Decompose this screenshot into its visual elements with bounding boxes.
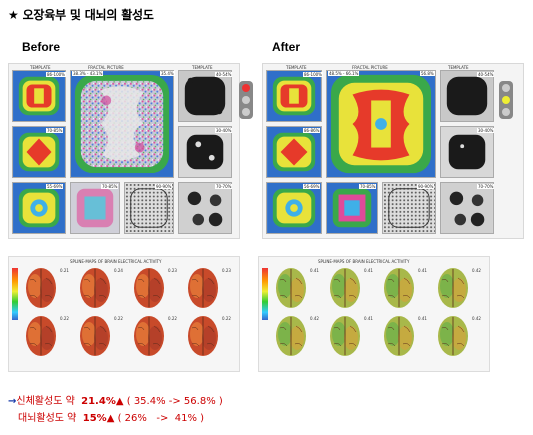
before-tile-2-pct: 70-85% bbox=[46, 128, 64, 133]
before-brain-5 bbox=[26, 316, 56, 356]
after-fractal-label: FRACTAL PICTURE bbox=[352, 65, 388, 70]
before-brain-2 bbox=[80, 268, 110, 308]
before-brain-1 bbox=[26, 268, 56, 308]
after-brain-value-8: 0.42 bbox=[472, 316, 481, 321]
before-tile-2 bbox=[12, 126, 66, 178]
after-brain-value-2: 0.41 bbox=[364, 268, 373, 273]
before-brain-8 bbox=[188, 316, 218, 356]
after-brain-6 bbox=[330, 316, 360, 356]
after-brain-5 bbox=[276, 316, 306, 356]
page-title: ★ 오장육부 및 대뇌의 활성도 bbox=[8, 8, 154, 22]
after-brain-4 bbox=[438, 268, 468, 308]
before-tile-7 bbox=[124, 182, 174, 234]
after-brain-value-3: 0.41 bbox=[418, 268, 427, 273]
before-tile-1-pct: 86-100% bbox=[46, 72, 66, 77]
triangle-up-icon: ▲ bbox=[106, 413, 115, 424]
before-tile-3 bbox=[12, 182, 66, 234]
before-tile-4 bbox=[178, 70, 232, 122]
before-tile-3-pct: 55-69% bbox=[46, 184, 64, 189]
before-brain-title: SPLINE-MAPS OF BRAIN ELECTRICAL ACTIVITY bbox=[70, 259, 162, 264]
before-color-scale bbox=[12, 268, 18, 320]
before-tile-6-pct: 70-85% bbox=[101, 184, 119, 189]
after-tile-2-pct: 86-86% bbox=[303, 128, 321, 133]
before-brain-3 bbox=[134, 268, 164, 308]
after-brain-2 bbox=[330, 268, 360, 308]
before-tile-8 bbox=[178, 182, 232, 234]
after-brain-1 bbox=[276, 268, 306, 308]
before-brain-value-7: 0.22 bbox=[168, 316, 177, 321]
after-tile-3 bbox=[266, 182, 322, 234]
summary-line-brain: 대뇌활성도 약 15%▲ ( 26% -> 41% ) bbox=[18, 413, 205, 424]
after-tile-7-pct: 90-90% bbox=[417, 184, 435, 189]
after-tile-6 bbox=[326, 182, 378, 234]
after-fractal-picture bbox=[326, 70, 436, 178]
after-brain-value-5: 0.42 bbox=[310, 316, 319, 321]
after-brain-value-7: 0.41 bbox=[418, 316, 427, 321]
before-tile-6 bbox=[70, 182, 120, 234]
after-main-pct: 56.8% bbox=[420, 71, 435, 76]
before-brain-value-4: 0.23 bbox=[222, 268, 231, 273]
after-tile-1 bbox=[266, 70, 322, 122]
before-brain-7 bbox=[134, 316, 164, 356]
after-tile-3-pct: 56-69% bbox=[303, 184, 321, 189]
after-brain-value-6: 0.41 bbox=[364, 316, 373, 321]
before-tile-7-pct: 90-90% bbox=[155, 184, 173, 189]
arrow-right-icon: → bbox=[8, 396, 17, 407]
before-brain-value-1: 0.21 bbox=[60, 268, 69, 273]
after-brain-value-1: 0.41 bbox=[310, 268, 319, 273]
before-tile-1 bbox=[12, 70, 66, 122]
after-brain-value-4: 0.42 bbox=[472, 268, 481, 273]
after-label: After bbox=[272, 40, 301, 54]
before-brain-value-6: 0.22 bbox=[114, 316, 123, 321]
before-main-pct: 35.4% bbox=[160, 71, 175, 76]
triangle-up-icon: ▲ bbox=[115, 396, 124, 407]
summary-line-body: →신체활성도 약 21.4%▲ ( 35.4% -> 56.8% ) bbox=[8, 396, 223, 407]
before-template-label-right: TEMPLATE bbox=[192, 65, 213, 70]
traffic-light-icon bbox=[239, 81, 253, 119]
traffic-light-icon bbox=[499, 81, 513, 119]
after-tile-4 bbox=[440, 70, 494, 122]
before-fractal-picture bbox=[70, 70, 174, 178]
before-tile-5 bbox=[178, 126, 232, 178]
after-brain-8 bbox=[438, 316, 468, 356]
after-tile-5-pct: 30-40% bbox=[477, 128, 495, 133]
star-icon: ★ bbox=[8, 8, 19, 22]
after-tile-2 bbox=[266, 126, 322, 178]
before-label: Before bbox=[22, 40, 61, 54]
before-brain-value-2: 0.24 bbox=[114, 268, 123, 273]
before-fractal-label: FRACTAL PICTURE bbox=[88, 65, 124, 70]
before-brain-value-8: 0.22 bbox=[222, 316, 231, 321]
after-brain-7 bbox=[384, 316, 414, 356]
before-brain-value-3: 0.23 bbox=[168, 268, 177, 273]
before-tile-5-pct: 30-40% bbox=[215, 128, 233, 133]
after-tile-8-pct: 70-70% bbox=[477, 184, 495, 189]
after-color-scale bbox=[262, 268, 268, 320]
after-brain-3 bbox=[384, 268, 414, 308]
after-template-label: TEMPLATE bbox=[286, 65, 307, 70]
before-brain-value-5: 0.22 bbox=[60, 316, 69, 321]
before-template-label: TEMPLATE bbox=[30, 65, 51, 70]
after-brain-title: SPLINE-MAPS OF BRAIN ELECTRICAL ACTIVITY bbox=[318, 259, 410, 264]
after-tile-1-pct: 86-100% bbox=[303, 72, 323, 77]
after-template-label-right: TEMPLATE bbox=[448, 65, 469, 70]
before-brain-6 bbox=[80, 316, 110, 356]
after-tile-5 bbox=[440, 126, 494, 178]
after-tile-4-pct: 40-54% bbox=[477, 72, 495, 77]
before-brain-4 bbox=[188, 268, 218, 308]
before-main-range: 38.3% - 43.1% bbox=[72, 71, 104, 76]
after-tile-6-pct: 70-85% bbox=[359, 184, 377, 189]
after-main-range: 48.5% - 66.1% bbox=[328, 71, 360, 76]
before-tile-4-pct: 40-54% bbox=[215, 72, 233, 77]
after-tile-8 bbox=[440, 182, 494, 234]
after-tile-7 bbox=[382, 182, 436, 234]
before-tile-8-pct: 70-70% bbox=[215, 184, 233, 189]
